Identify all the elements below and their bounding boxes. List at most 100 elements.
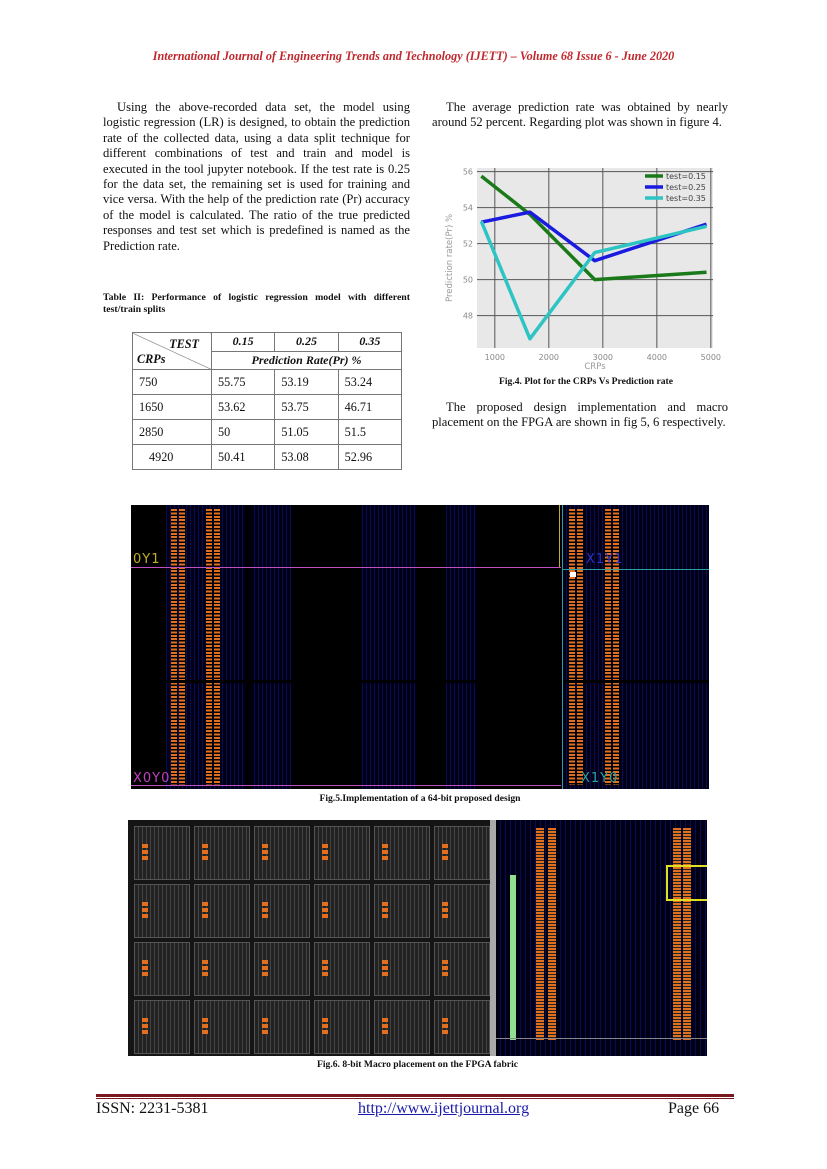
table-row: 2850 50 51.05 51.5: [132, 419, 403, 445]
crps-cell: 1650: [132, 394, 212, 420]
left-paragraph: Using the above-recorded data set, the m…: [103, 100, 410, 253]
region-border: [131, 567, 561, 568]
panel-divider: [490, 820, 496, 1056]
crps-cell: 2850: [132, 419, 212, 445]
rate-cell: 51.05: [274, 419, 339, 445]
journal-link[interactable]: http://www.ijettjournal.org: [358, 1100, 530, 1117]
plot-area: [477, 168, 713, 348]
test-header: 0.15: [210, 332, 276, 352]
crps-cell: 750: [132, 369, 212, 395]
placed-logic-column: [171, 509, 177, 785]
page-number: Page 66: [668, 1100, 720, 1117]
rate-cell: 46.71: [337, 394, 403, 420]
rate-cell: 53.19: [274, 369, 339, 395]
macro-tile: [434, 826, 490, 880]
placed-logic-column: [613, 509, 619, 785]
y-tick-label: 52: [463, 240, 473, 249]
macro-cells: [142, 844, 148, 862]
macro-cells: [202, 902, 208, 920]
table-row: 1650 53.62 53.75 46.71: [132, 394, 403, 420]
macro-cells: [262, 1018, 268, 1036]
rate-cell: 53.75: [274, 394, 339, 420]
macro-cells: [202, 960, 208, 978]
rate-cell: 50.41: [210, 444, 276, 470]
test-header: 0.35: [337, 332, 403, 352]
placed-logic-column: [673, 828, 681, 1040]
crps-cell: 4920: [132, 444, 212, 470]
legend-label: test=0.35: [666, 194, 706, 203]
macro-cells: [442, 902, 448, 920]
x-tick-label: 3000: [593, 353, 613, 362]
clock-region-label: X1Y1: [586, 552, 624, 567]
rate-cell: 51.5: [337, 419, 403, 445]
macro-cells: [262, 902, 268, 920]
results-table: TEST CRPs 0.15 0.25 0.35 Prediction Rate…: [132, 332, 403, 470]
placed-logic-column: [605, 509, 611, 785]
fig5-implementation-image: 0Y1 X1Y1 X0Y0 X1Y0: [131, 505, 709, 789]
x-tick-label: 5000: [701, 353, 721, 362]
x-tick-label: 2000: [539, 353, 559, 362]
macro-cells: [442, 844, 448, 862]
footer-rule: [96, 1098, 734, 1099]
test-header: 0.25: [274, 332, 339, 352]
subheader: Prediction Rate(Pr) %: [211, 350, 402, 370]
right-paragraph-1: The average prediction rate was obtained…: [432, 100, 728, 130]
macro-cells: [202, 844, 208, 862]
fig5-caption: Fig.5.Implementation of a 64-bit propose…: [319, 793, 521, 804]
footer-rule: [96, 1094, 734, 1097]
series-line-test=0.15: [480, 174, 707, 282]
legend-label: test=0.15: [666, 172, 706, 181]
macro-cells: [382, 960, 388, 978]
y-tick-label: 48: [463, 312, 473, 321]
macro-cells: [442, 1018, 448, 1036]
dark-region: [246, 505, 251, 789]
x-tick-label: 4000: [647, 353, 667, 362]
macro-cells: [322, 902, 328, 920]
placed-logic-column: [206, 509, 212, 785]
dark-region: [291, 505, 361, 789]
x-tick-label: 1000: [485, 353, 505, 362]
fig6-macro-placement-image: [128, 820, 707, 1056]
table-row: 750 55.75 53.19 53.24: [132, 369, 403, 395]
fabric-panel: [496, 820, 707, 1056]
fig4-caption: Fig.4. Plot for the CRPs Vs Prediction r…: [499, 376, 673, 387]
placed-logic-column: [179, 509, 185, 785]
clock-region-label: X0Y0: [133, 771, 171, 786]
clock-region-label: X1Y0: [581, 771, 619, 786]
placed-logic-column: [548, 828, 556, 1040]
dark-region: [131, 505, 166, 789]
green-column: [510, 875, 516, 1040]
rate-cell: 53.62: [210, 394, 276, 420]
placed-logic-column: [214, 509, 220, 785]
region-border: [562, 505, 563, 789]
selection-box: [666, 865, 707, 901]
macro-tile: [434, 1000, 490, 1054]
region-divider: [131, 680, 709, 683]
corner-test-label: TEST: [169, 337, 199, 351]
series-line-test=0.25: [480, 210, 708, 263]
x-axis-label: CRPs: [584, 362, 606, 372]
table-caption: Table II: Performance of logistic regres…: [103, 292, 410, 315]
macro-cells: [442, 960, 448, 978]
macro-cells: [322, 844, 328, 862]
macro-cells: [202, 1018, 208, 1036]
placed-logic-column: [536, 828, 544, 1040]
placed-logic-column: [569, 509, 575, 785]
journal-header: International Journal of Engineering Tre…: [152, 49, 675, 63]
region-border: [563, 569, 709, 570]
rate-cell: 55.75: [210, 369, 276, 395]
macro-tile: [374, 1000, 430, 1054]
selected-cell: [570, 572, 576, 577]
clock-region-label: 0Y1: [133, 552, 161, 567]
rate-cell: 52.96: [337, 444, 403, 470]
y-tick-label: 54: [463, 204, 473, 213]
macro-cells: [322, 1018, 328, 1036]
rate-cell: 50: [210, 419, 276, 445]
macro-cells: [142, 960, 148, 978]
placed-logic-column: [683, 828, 691, 1040]
macro-cells: [142, 1018, 148, 1036]
legend-label: test=0.25: [666, 183, 706, 192]
issn: ISSN: 2231-5381: [96, 1100, 209, 1117]
macro-cells: [382, 844, 388, 862]
